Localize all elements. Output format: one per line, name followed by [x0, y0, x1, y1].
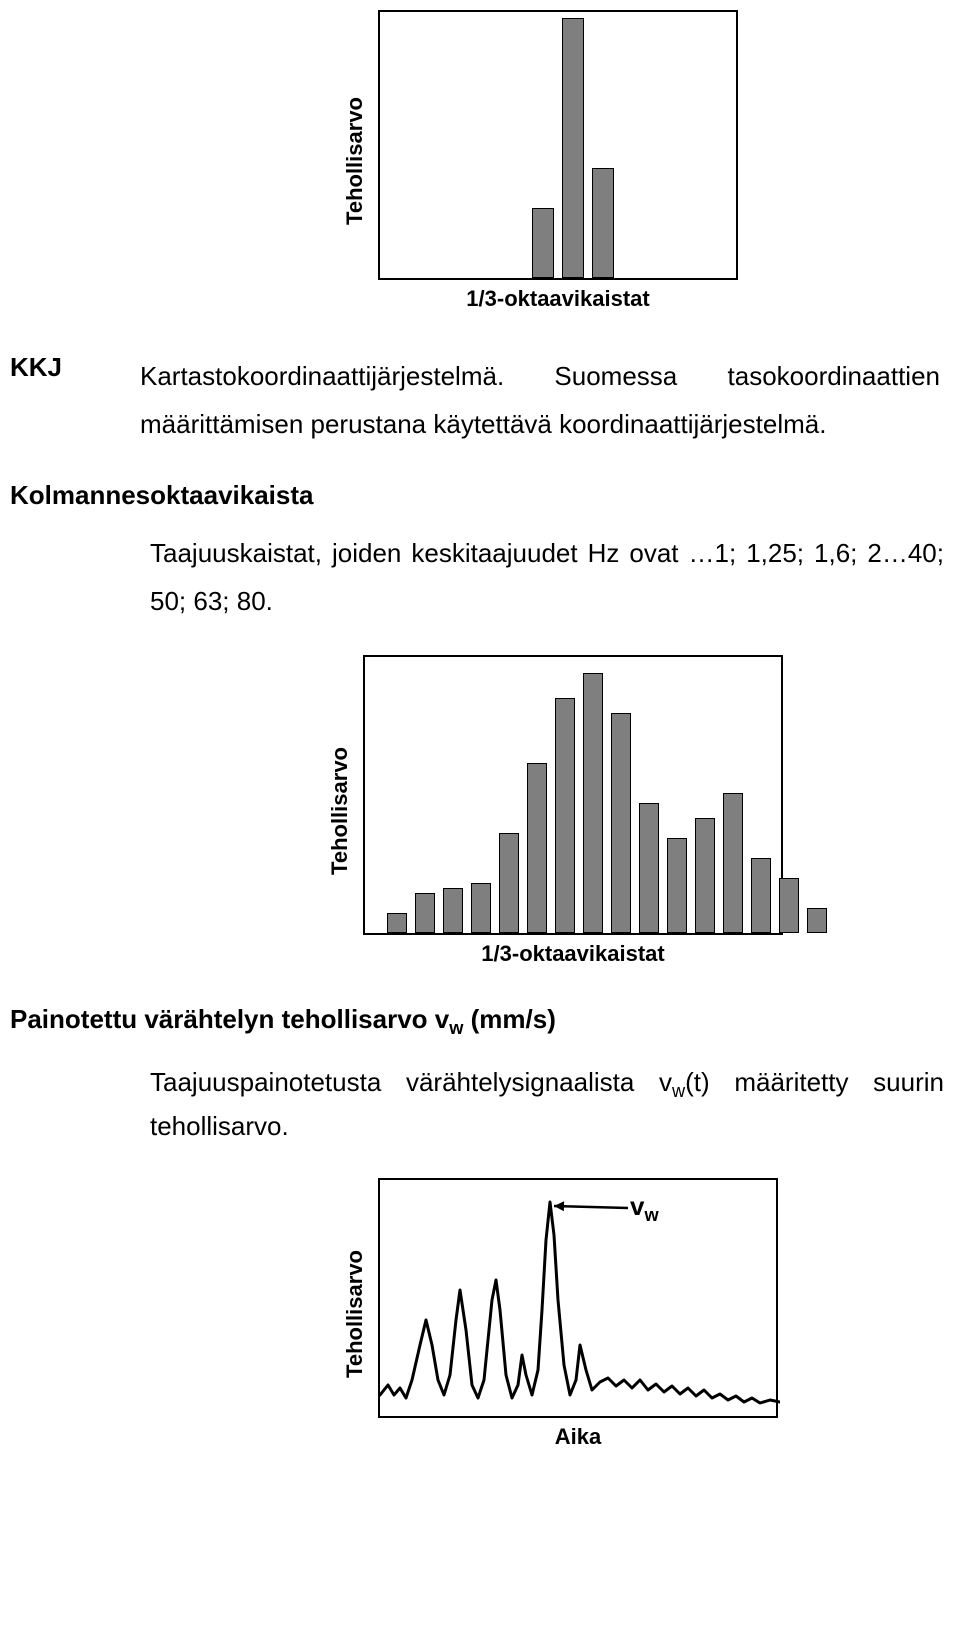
bar [443, 888, 463, 933]
chart-2-ylabel: Tehollisarvo [327, 747, 353, 875]
body-kolm: Taajuuskaistat, joiden keskitaajuudet Hz… [150, 529, 944, 625]
chart-3-block: Tehollisarvo vw Aika [160, 1178, 960, 1450]
bar [387, 913, 407, 933]
chart-1-block: Tehollisarvo 1/3-oktaavikaistat [120, 10, 960, 312]
bar [555, 698, 575, 933]
chart-3-xlabel: Aika [555, 1424, 601, 1450]
bar [779, 878, 799, 933]
bar [807, 908, 827, 933]
chart-3-svg [380, 1180, 780, 1420]
bar [667, 838, 687, 933]
chart-2: Tehollisarvo 1/3-oktaavikaistat [327, 655, 783, 967]
vw-annotation-label: vw [630, 1186, 659, 1230]
bar [723, 793, 743, 933]
bar [415, 893, 435, 933]
bar [532, 208, 554, 278]
bar [592, 168, 614, 278]
bar [751, 858, 771, 933]
chart-3-ylabel: Tehollisarvo [342, 1250, 368, 1378]
term-kkj: KKJ [10, 352, 140, 448]
def-kkj: Kartastokoordinaattijärjestelmä. Suomess… [140, 352, 940, 448]
chart-3: Tehollisarvo vw Aika [342, 1178, 778, 1450]
heading-kolm: Kolmannesoktaavikaista [10, 480, 960, 511]
body-painotettu: Taajuuspainotetusta värähtelysignaalista… [150, 1062, 944, 1148]
chart-2-block: Tehollisarvo 1/3-oktaavikaistat [150, 655, 960, 967]
bar [499, 833, 519, 933]
chart-1-xlabel: 1/3-oktaavikaistat [466, 286, 649, 312]
bar [695, 818, 715, 933]
chart-1-frame [378, 10, 738, 280]
chart-2-frame [363, 655, 783, 935]
chart-3-frame: vw [378, 1178, 778, 1418]
chart-2-xlabel: 1/3-oktaavikaistat [481, 941, 664, 967]
bar [527, 763, 547, 933]
heading-painotettu: Painotettu värähtelyn tehollisarvo vw (m… [10, 999, 960, 1043]
bar [639, 803, 659, 933]
bar [583, 673, 603, 933]
definition-kkj: KKJ Kartastokoordinaattijärjestelmä. Suo… [0, 352, 960, 448]
bar [611, 713, 631, 933]
bar [562, 18, 584, 278]
bar [471, 883, 491, 933]
chart-1: Tehollisarvo 1/3-oktaavikaistat [342, 10, 738, 312]
chart-1-ylabel: Tehollisarvo [342, 97, 368, 225]
